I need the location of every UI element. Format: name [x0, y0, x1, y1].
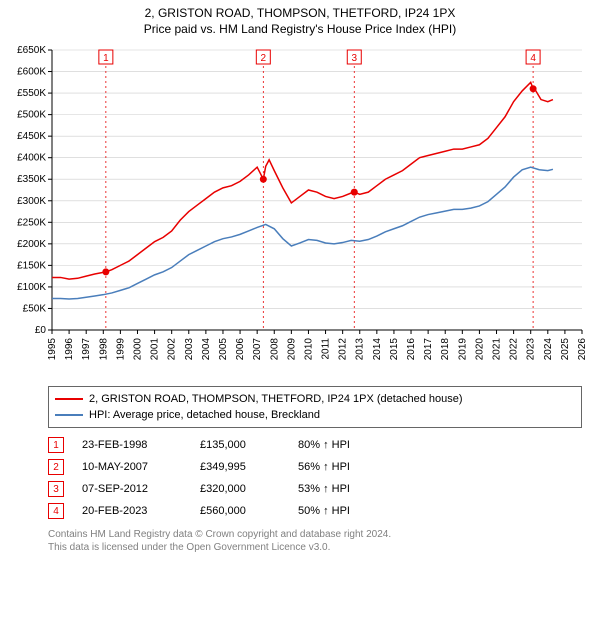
svg-text:£500K: £500K	[17, 110, 46, 121]
svg-text:2003: 2003	[184, 338, 195, 361]
root: 2, GRISTON ROAD, THOMPSON, THETFORD, IP2…	[0, 0, 600, 554]
svg-text:2017: 2017	[423, 338, 434, 361]
svg-text:1997: 1997	[81, 338, 92, 361]
up-arrow-icon: ↑	[323, 483, 329, 495]
sale-dot-2	[260, 176, 267, 183]
svg-text:£50K: £50K	[23, 303, 47, 314]
legend-swatch	[55, 398, 83, 400]
line-chart-svg: £0 £50K £100K £150K £200K £250K £300K £350K £400…	[6, 40, 594, 380]
chart-titles: 2, GRISTON ROAD, THOMPSON, THETFORD, IP2…	[6, 6, 594, 36]
sales-row-price: £349,995	[200, 461, 280, 473]
svg-text:2009: 2009	[286, 338, 297, 361]
svg-text:2005: 2005	[218, 338, 229, 361]
sales-row-price: £560,000	[200, 505, 280, 517]
sales-row-price: £320,000	[200, 483, 280, 495]
svg-text:2023: 2023	[526, 338, 537, 361]
svg-text:2000: 2000	[132, 338, 143, 361]
svg-text:2022: 2022	[509, 338, 520, 361]
svg-text:2007: 2007	[252, 338, 263, 361]
footer-attribution: Contains HM Land Registry data © Crown c…	[48, 528, 582, 554]
sales-row-date: 07-SEP-2012	[82, 483, 182, 495]
sales-table: 1 23-FEB-1998 £135,000 80% ↑ HPI 2 10-MAY-200…	[48, 434, 582, 522]
up-arrow-icon: ↑	[323, 505, 329, 517]
legend-label: HPI: Average price, detached house, Brec…	[89, 409, 320, 421]
sale-marker-num-3: 3	[351, 53, 357, 64]
svg-text:£450K: £450K	[17, 131, 46, 142]
svg-text:2016: 2016	[406, 338, 417, 361]
svg-text:1995: 1995	[47, 338, 58, 361]
up-arrow-icon: ↑	[323, 439, 329, 451]
sales-row-date: 23-FEB-1998	[82, 439, 182, 451]
svg-text:1996: 1996	[64, 338, 75, 361]
svg-text:£650K: £650K	[17, 45, 46, 56]
title-line-2: Price paid vs. HM Land Registry's House …	[6, 22, 594, 36]
svg-text:1999: 1999	[115, 338, 126, 361]
legend: 2, GRISTON ROAD, THOMPSON, THETFORD, IP2…	[48, 386, 582, 428]
sales-row-3: 3 07-SEP-2012 £320,000 53% ↑ HPI	[48, 478, 582, 500]
sales-row-marker: 1	[48, 437, 64, 453]
sale-dot-1	[102, 268, 109, 275]
sales-row-marker: 3	[48, 481, 64, 497]
sale-marker-num-1: 1	[103, 53, 109, 64]
svg-text:2002: 2002	[167, 338, 178, 361]
sales-row-marker: 4	[48, 503, 64, 519]
svg-text:2010: 2010	[303, 338, 314, 361]
sales-row-pct: 53% ↑ HPI	[298, 483, 358, 495]
svg-text:2021: 2021	[492, 338, 503, 361]
svg-text:2024: 2024	[543, 338, 554, 361]
svg-text:2008: 2008	[269, 338, 280, 361]
sales-row-date: 20-FEB-2023	[82, 505, 182, 517]
svg-text:£100K: £100K	[17, 282, 46, 293]
sales-row-1: 1 23-FEB-1998 £135,000 80% ↑ HPI	[48, 434, 582, 456]
legend-row-0: 2, GRISTON ROAD, THOMPSON, THETFORD, IP2…	[55, 391, 575, 407]
sales-row-2: 2 10-MAY-2007 £349,995 56% ↑ HPI	[48, 456, 582, 478]
svg-text:£600K: £600K	[17, 67, 46, 78]
svg-text:2012: 2012	[338, 338, 349, 361]
svg-text:2004: 2004	[201, 338, 212, 361]
footer-line-1: Contains HM Land Registry data © Crown c…	[48, 528, 582, 541]
sale-marker-num-4: 4	[530, 53, 536, 64]
svg-text:2011: 2011	[321, 338, 332, 360]
svg-text:2015: 2015	[389, 338, 400, 361]
sales-row-date: 10-MAY-2007	[82, 461, 182, 473]
sales-row-price: £135,000	[200, 439, 280, 451]
svg-text:2018: 2018	[440, 338, 451, 361]
svg-text:2001: 2001	[150, 338, 161, 361]
svg-text:£300K: £300K	[17, 196, 46, 207]
legend-label: 2, GRISTON ROAD, THOMPSON, THETFORD, IP2…	[89, 393, 463, 405]
svg-text:2014: 2014	[372, 338, 383, 361]
svg-text:2019: 2019	[457, 338, 468, 361]
svg-text:£400K: £400K	[17, 153, 46, 164]
sales-row-marker: 2	[48, 459, 64, 475]
up-arrow-icon: ↑	[323, 461, 329, 473]
sale-marker-num-2: 2	[261, 53, 267, 64]
sales-row-4: 4 20-FEB-2023 £560,000 50% ↑ HPI	[48, 500, 582, 522]
sales-row-pct: 50% ↑ HPI	[298, 505, 358, 517]
legend-row-1: HPI: Average price, detached house, Brec…	[55, 407, 575, 423]
footer-line-2: This data is licensed under the Open Gov…	[48, 541, 582, 554]
svg-text:£200K: £200K	[17, 239, 46, 250]
svg-text:2020: 2020	[474, 338, 485, 361]
svg-text:2025: 2025	[560, 338, 571, 361]
sales-row-pct: 56% ↑ HPI	[298, 461, 358, 473]
title-line-1: 2, GRISTON ROAD, THOMPSON, THETFORD, IP2…	[6, 6, 594, 20]
svg-text:£250K: £250K	[17, 217, 46, 228]
svg-text:2026: 2026	[577, 338, 588, 361]
svg-text:1998: 1998	[98, 338, 109, 361]
svg-text:£150K: £150K	[17, 260, 46, 271]
svg-text:2006: 2006	[235, 338, 246, 361]
svg-text:2013: 2013	[355, 338, 366, 361]
svg-text:£350K: £350K	[17, 174, 46, 185]
chart-area: £0 £50K £100K £150K £200K £250K £300K £350K £400…	[6, 40, 594, 380]
svg-text:£0: £0	[35, 325, 47, 336]
sale-dot-3	[351, 189, 358, 196]
sales-row-pct: 80% ↑ HPI	[298, 439, 358, 451]
sale-dot-4	[530, 85, 537, 92]
svg-text:£550K: £550K	[17, 88, 46, 99]
legend-swatch	[55, 414, 83, 416]
